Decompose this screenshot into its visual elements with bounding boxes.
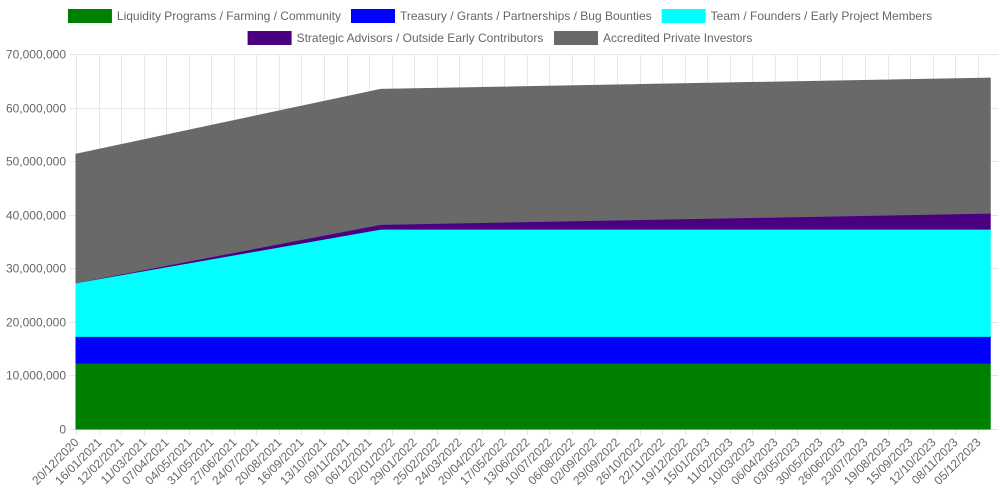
y-tick-label: 50,000,000 — [6, 155, 66, 169]
legend-label: Accredited Private Investors — [603, 31, 752, 45]
legend-swatch — [554, 31, 599, 45]
area-series-2 — [75, 335, 991, 364]
area-series-1 — [75, 362, 991, 430]
plot-areas — [75, 77, 991, 430]
legend-swatch — [661, 9, 706, 23]
y-tick-label: 30,000,000 — [6, 262, 66, 276]
y-tick-label: 0 — [59, 423, 66, 437]
area-series-5 — [75, 77, 991, 284]
legend-swatch — [67, 9, 112, 23]
legend-label: Team / Founders / Early Project Members — [711, 9, 932, 23]
y-tick-label: 20,000,000 — [6, 316, 66, 330]
legend-item[interactable]: Liquidity Programs / Farming / Community — [67, 9, 341, 23]
y-tick-label: 40,000,000 — [6, 209, 66, 223]
legend-item[interactable]: Team / Founders / Early Project Members — [661, 9, 932, 23]
legend-item[interactable]: Strategic Advisors / Outside Early Contr… — [247, 31, 544, 45]
legend-item[interactable]: Treasury / Grants / Partnerships / Bug B… — [350, 9, 652, 23]
legend-label: Treasury / Grants / Partnerships / Bug B… — [400, 9, 652, 23]
y-tick-label: 70,000,000 — [6, 48, 66, 62]
y-tick-label: 10,000,000 — [6, 369, 66, 383]
legend-swatch — [247, 31, 292, 45]
legend-swatch — [350, 9, 395, 23]
y-tick-label: 60,000,000 — [6, 102, 66, 116]
legend-label: Strategic Advisors / Outside Early Contr… — [297, 31, 544, 45]
legend-label: Liquidity Programs / Farming / Community — [117, 9, 341, 23]
legend: Liquidity Programs / Farming / Community… — [67, 9, 932, 45]
legend-item[interactable]: Accredited Private Investors — [554, 31, 752, 45]
